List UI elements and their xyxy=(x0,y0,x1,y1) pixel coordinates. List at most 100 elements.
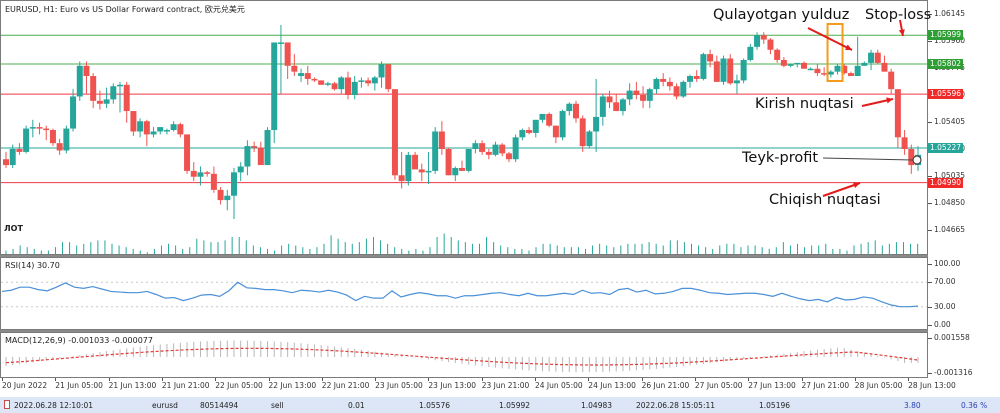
macd-label: MACD(12,26,9) -0.001033 -0.000077 xyxy=(5,336,155,345)
pane-splitter[interactable] xyxy=(0,330,928,332)
candle-body xyxy=(841,65,848,74)
candle-body xyxy=(821,73,828,75)
time-tick-mark xyxy=(854,378,856,381)
candle-body xyxy=(371,77,378,84)
candle-body xyxy=(385,64,392,90)
candle-body xyxy=(894,89,901,138)
macd-indicator-pane[interactable]: MACD(12,26,9) -0.001033 -0.000077 xyxy=(0,332,928,378)
take-profit-marker xyxy=(912,155,922,165)
candle-body xyxy=(526,130,533,133)
trade-take-profit: 1.04983 xyxy=(581,401,613,410)
candle-body xyxy=(130,111,137,132)
candle-body xyxy=(331,83,338,90)
time-tick-mark xyxy=(321,378,323,381)
candle-body xyxy=(881,62,888,72)
candle-body xyxy=(834,65,841,72)
candle-body xyxy=(660,78,667,82)
candle-body xyxy=(345,77,351,95)
candle-body xyxy=(707,54,714,62)
candle-body xyxy=(16,149,23,152)
candle-body xyxy=(412,154,419,170)
candle-body xyxy=(190,170,197,177)
sell-order-icon xyxy=(4,400,10,409)
candle-body xyxy=(499,144,506,154)
candle-body xyxy=(83,65,90,77)
candle-body xyxy=(586,131,593,147)
macd-signal-line xyxy=(5,347,919,366)
candle-body xyxy=(472,143,479,149)
annotation-shooting-star: Qulayotgan yulduz xyxy=(713,7,850,23)
time-tick-mark xyxy=(108,378,110,381)
candle-body xyxy=(807,68,814,71)
candle-body xyxy=(177,124,184,135)
trade-symbol: eurusd xyxy=(152,401,178,410)
annotation-stop-loss: Stop-loss xyxy=(865,7,932,23)
time-axis[interactable]: 20 Jun 2022 21 Jun 05:00 21 Jun 13:00 21 Ju… xyxy=(0,378,1000,395)
time-tick-mark xyxy=(428,378,430,381)
time-tick-label: 28 Jun 05:00 xyxy=(854,381,903,390)
candle-body xyxy=(264,130,271,166)
time-tick-label: 27 Jun 21:00 xyxy=(801,381,850,390)
candle-body xyxy=(780,59,787,66)
take-profit-level-tag: 1.05227 xyxy=(928,142,964,153)
candle-body xyxy=(593,116,600,132)
annotation-entry-point: Kirish nuqtasi xyxy=(755,96,854,112)
time-tick-mark xyxy=(588,378,590,381)
candle-body xyxy=(700,54,707,79)
time-tick-label: 23 Jun 21:00 xyxy=(481,381,530,390)
take-profit-pointer xyxy=(822,157,914,161)
candle-body xyxy=(298,73,305,77)
trade-stop-loss: 1.05992 xyxy=(499,401,531,410)
candle-body xyxy=(546,113,553,126)
candle-body xyxy=(284,42,291,66)
trade-history-row[interactable]: 2022.06.28 12:10:01 eurusd 80514494 sell… xyxy=(0,397,1000,413)
trade-volume: 0.01 xyxy=(348,401,365,410)
candle-body xyxy=(485,151,492,155)
time-tick-mark xyxy=(268,378,270,381)
candle-body xyxy=(787,64,794,66)
time-tick-mark xyxy=(641,378,643,381)
time-tick-label: 26 Jun 21:00 xyxy=(641,381,690,390)
candle-body xyxy=(854,65,861,77)
time-tick-label: 24 Jun 13:00 xyxy=(588,381,636,390)
candle-body xyxy=(640,95,647,101)
time-tick-label: 23 Jun 05:00 xyxy=(375,381,423,390)
candle-body xyxy=(653,78,660,90)
candle-body xyxy=(204,172,211,174)
candle-body xyxy=(559,111,566,138)
candle-body xyxy=(137,121,144,132)
time-tick-label: 22 Jun 05:00 xyxy=(215,381,263,390)
candle-body xyxy=(43,128,50,131)
candle-body xyxy=(184,134,191,171)
candle-body xyxy=(224,195,231,201)
candle-body xyxy=(727,58,734,84)
candle-body xyxy=(492,144,499,155)
candle-body xyxy=(760,35,767,40)
candle-body xyxy=(157,127,164,132)
pane-splitter[interactable] xyxy=(0,255,928,257)
candle-body xyxy=(801,62,807,69)
candle-body xyxy=(754,35,761,47)
time-tick-mark xyxy=(801,378,803,381)
rsi-label: RSI(14) 30.70 xyxy=(5,261,60,270)
candle-body xyxy=(465,149,472,171)
exit-arrow-head xyxy=(853,182,860,188)
time-tick-label: 24 Jun 05:00 xyxy=(535,381,583,390)
candle-body xyxy=(418,169,425,173)
time-tick-label: 28 Jun 13:00 xyxy=(908,381,956,390)
trade-close-time: 2022.06.28 15:05:11 xyxy=(636,401,716,410)
price-axis[interactable]: 1.061451.059601.057751.055901.054051.052… xyxy=(928,9,966,234)
shooting-star-arrow xyxy=(807,27,853,51)
candle-body xyxy=(197,172,204,177)
candle-body xyxy=(693,76,700,79)
candle-body xyxy=(56,143,63,151)
shooting-star-highlight-box xyxy=(826,23,844,82)
candle-body xyxy=(687,76,693,82)
candle-body xyxy=(9,149,16,166)
candle-body xyxy=(740,59,747,81)
candle-body xyxy=(217,189,224,201)
candle-body xyxy=(445,149,452,176)
candle-body xyxy=(552,125,559,138)
candle-body xyxy=(318,80,325,85)
candle-body xyxy=(36,127,43,129)
